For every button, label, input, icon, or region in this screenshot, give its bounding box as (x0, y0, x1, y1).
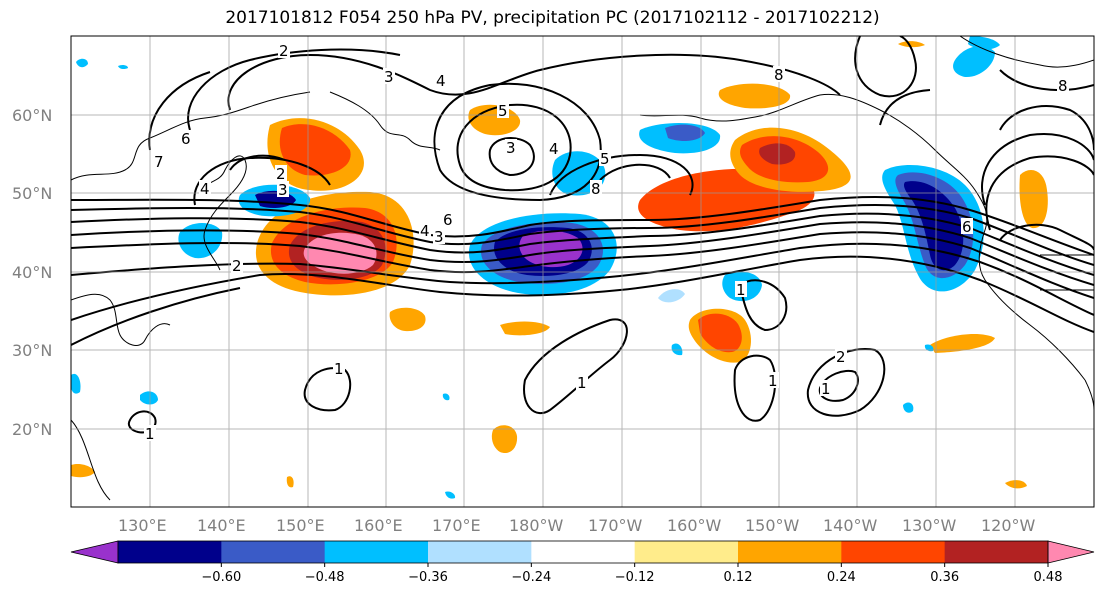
colorbar-outline (117, 540, 1049, 564)
contour-label: 5 (600, 150, 610, 168)
contour-label: 5 (498, 102, 508, 120)
lon-label: 150°E (276, 516, 325, 535)
colorbar-extend-low (70, 540, 119, 564)
colorbar-tick-label: −0.36 (408, 570, 448, 585)
colorbar-segment (428, 541, 532, 563)
lon-label: 160°W (667, 516, 722, 535)
lon-label: 120°W (981, 516, 1036, 535)
colorbar-tick-label: −0.24 (511, 570, 551, 585)
colorbar-tick-label: −0.12 (615, 570, 655, 585)
contour-label: 2 (279, 42, 289, 60)
colorbar-segment (118, 541, 222, 563)
colorbar-segment (634, 541, 739, 563)
colorbar-segment (841, 541, 946, 563)
lon-label: 140°W (823, 516, 878, 535)
colorbar-segment (944, 541, 1049, 563)
graticule (71, 36, 1094, 507)
contour-labels: 2 3 4 5 8 7 6 4 2 4 3 6 1 2 1 1 1 1 2 1 … (144, 42, 1069, 443)
lat-label: 20°N (12, 420, 52, 439)
lat-label: 50°N (12, 184, 52, 203)
contour-label: 3 (434, 228, 444, 246)
contour-label: 4 (200, 180, 210, 198)
colorbar-segment (531, 541, 636, 563)
lon-label: 160°E (354, 516, 403, 535)
lon-label: 170°W (588, 516, 643, 535)
colorbar-tick-label: 0.48 (1034, 570, 1063, 585)
contour-label: 2 (232, 257, 242, 275)
map-title: 2017101812 F054 250 hPa PV, precipitatio… (225, 8, 880, 28)
contour-label: 6 (962, 218, 972, 236)
lon-label: 140°E (197, 516, 246, 535)
contour-label: 6 (443, 211, 453, 229)
colorbar-extend-high (1047, 540, 1095, 564)
contour-label: 7 (154, 153, 164, 171)
colorbar-tick-label: 0.12 (724, 570, 753, 585)
colorbar-tick-label: 0.24 (827, 570, 856, 585)
contour-label: 8 (774, 66, 784, 84)
colorbar-segment (738, 541, 842, 563)
colorbar-tick-label: −0.48 (305, 570, 345, 585)
lat-label: 60°N (12, 106, 52, 125)
lon-label: 170°E (432, 516, 481, 535)
latitude-labels: 60°N 50°N 40°N 30°N 20°N (12, 106, 52, 439)
lon-label: 130°E (118, 516, 167, 535)
contour-label: 4 (420, 222, 430, 240)
longitude-labels: 130°E 140°E 150°E 160°E 170°E 180°W 170°… (118, 516, 1036, 535)
contour-label: 2 (836, 348, 846, 366)
contour-label: 1 (334, 360, 344, 378)
colorbar-segment (324, 541, 429, 563)
contour-label: 1 (736, 281, 746, 299)
colorbar-segment (221, 541, 326, 563)
contour-label: 2 (276, 165, 286, 183)
contour-label: 4 (436, 72, 446, 90)
contour-label: 1 (145, 425, 155, 443)
lon-label: 130°W (902, 516, 957, 535)
colorbar: −0.60 −0.48 −0.36 −0.24 −0.12 0.12 0.24 0.36 0.4… (70, 540, 1095, 585)
contour-label: 3 (384, 68, 394, 86)
map-frame (70, 35, 1095, 508)
contour-label: 8 (591, 180, 601, 198)
contour-label: 8 (1058, 77, 1068, 95)
contour-label: 1 (577, 374, 587, 392)
colorbar-tick-label: −0.60 (201, 570, 241, 585)
lon-label: 150°W (745, 516, 800, 535)
contour-label: 1 (821, 380, 831, 398)
lat-label: 30°N (12, 341, 52, 360)
contour-label: 6 (181, 130, 191, 148)
lat-label: 40°N (12, 263, 52, 282)
colorbar-tick-label: 0.36 (930, 570, 959, 585)
lon-label: 180°W (509, 516, 564, 535)
contour-label: 1 (768, 372, 778, 390)
contour-label: 3 (278, 181, 288, 199)
contour-label: 3 (506, 139, 516, 157)
pv-contours (71, 36, 1094, 434)
contour-label: 4 (549, 140, 559, 158)
